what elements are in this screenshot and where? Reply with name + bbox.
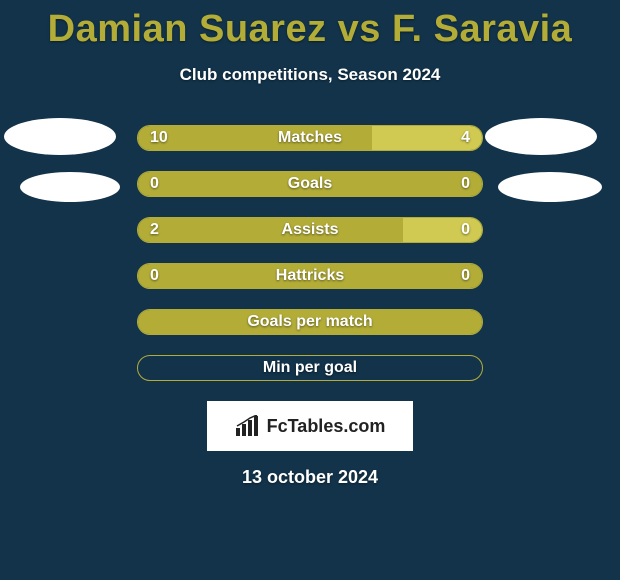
branding-box: FcTables.com [207, 401, 413, 451]
stat-row: Matches 10 4 [137, 125, 483, 151]
stat-label: Hattricks [276, 267, 344, 285]
bars-icon [235, 415, 261, 437]
stat-label: Assists [282, 221, 339, 239]
snapshot-date: 13 october 2024 [0, 467, 620, 488]
stat-value-left: 10 [150, 129, 168, 147]
stat-label: Min per goal [263, 359, 357, 377]
avatar-placeholder-right-1 [485, 118, 597, 155]
stat-label: Goals per match [247, 313, 372, 331]
stat-row: Min per goal [137, 355, 483, 381]
stat-row: Assists 2 0 [137, 217, 483, 243]
stat-value-left: 2 [150, 221, 159, 239]
stat-value-right: 4 [461, 129, 470, 147]
stat-value-left: 0 [150, 267, 159, 285]
avatar-placeholder-left-1 [4, 118, 116, 155]
stat-label: Matches [278, 129, 342, 147]
stat-row: Hattricks 0 0 [137, 263, 483, 289]
stat-label: Goals [288, 175, 332, 193]
comparison-subtitle: Club competitions, Season 2024 [0, 65, 620, 85]
stat-segment-left [138, 218, 403, 242]
stats-chart: Matches104Goals00Assists20Hattricks00Goa… [137, 125, 483, 381]
stat-row: Goals 0 0 [137, 171, 483, 197]
stat-value-right: 0 [461, 175, 470, 193]
stat-value-right: 0 [461, 221, 470, 239]
stat-row: Goals per match [137, 309, 483, 335]
stat-value-left: 0 [150, 175, 159, 193]
stat-segment-right [403, 218, 482, 242]
avatar-placeholder-left-2 [20, 172, 120, 202]
comparison-title: Damian Suarez vs F. Saravia [0, 0, 620, 51]
stat-value-right: 0 [461, 267, 470, 285]
avatar-placeholder-right-2 [498, 172, 602, 202]
branding-text: FcTables.com [267, 416, 386, 437]
